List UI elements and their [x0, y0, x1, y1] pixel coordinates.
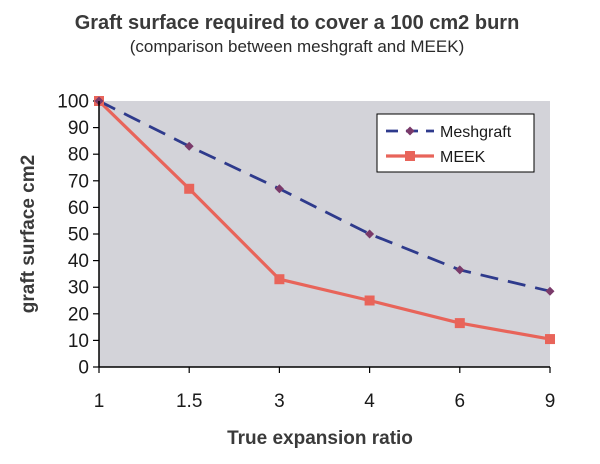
- legend-marker-shape-meek: [405, 151, 415, 161]
- data-point-meek-9: [545, 334, 555, 345]
- y-tick-label-10: 10: [68, 331, 89, 352]
- data-point-meshgraft-6: [455, 265, 465, 275]
- data-point-meek-6: [454, 318, 465, 329]
- x-tick-label-4: 4: [364, 391, 375, 412]
- data-point-meek-1-5: [184, 183, 195, 194]
- y-tick-label-80: 80: [68, 145, 89, 166]
- y-axis-label: graft surface cm2: [18, 155, 39, 313]
- y-tick-label-30: 30: [68, 278, 89, 299]
- series-line-meek: [97, 99, 551, 341]
- x-tick-label-9: 9: [545, 391, 556, 412]
- y-tick-label-0: 0: [78, 358, 89, 379]
- x-axis-ticks: 1 1.5 3 4 6 9: [94, 367, 556, 412]
- legend: Meshgraft MEEK: [376, 113, 535, 173]
- y-tick-label-40: 40: [68, 251, 89, 272]
- y-tick-label-20: 20: [68, 304, 89, 325]
- x-axis-label: True expansion ratio: [227, 428, 413, 449]
- data-point-meek-3: [274, 274, 285, 285]
- y-tick-label-100: 100: [57, 92, 89, 113]
- series-lines: [97, 99, 551, 341]
- y-tick-label-60: 60: [68, 198, 89, 219]
- data-point-meshgraft-3: [274, 184, 284, 194]
- legend-marker-shape-meshgraft: [405, 126, 415, 136]
- y-axis-ticks: 0 10 20 30 40 50 60 70 80 90 100: [57, 92, 99, 379]
- y-tick-label-50: 50: [68, 225, 89, 246]
- data-point-meek-4: [364, 295, 375, 306]
- chart-subtitle: (comparison between meshgraft and MEEK): [130, 37, 465, 56]
- x-tick-label-3: 3: [274, 391, 285, 412]
- data-point-meshgraft-4: [365, 229, 375, 239]
- x-tick-label-1: 1: [94, 391, 105, 412]
- x-tick-label-6: 6: [455, 391, 466, 412]
- legend-label-meshgraft: Meshgraft: [440, 124, 512, 141]
- chart-title: Graft surface required to cover a 100 cm…: [75, 12, 520, 34]
- series-line-meshgraft: [98, 99, 551, 293]
- legend-marker-meek: [405, 151, 415, 161]
- x-tick-label-1-5: 1.5: [176, 391, 202, 412]
- data-point-meshgraft-9: [545, 286, 555, 296]
- y-tick-label-70: 70: [68, 171, 89, 192]
- data-point-meshgraft-1-5: [184, 141, 194, 151]
- legend-marker-meshgraft: [405, 126, 415, 136]
- y-tick-label-90: 90: [68, 118, 89, 139]
- legend-box: [376, 113, 535, 173]
- legend-label-meek: MEEK: [440, 149, 486, 166]
